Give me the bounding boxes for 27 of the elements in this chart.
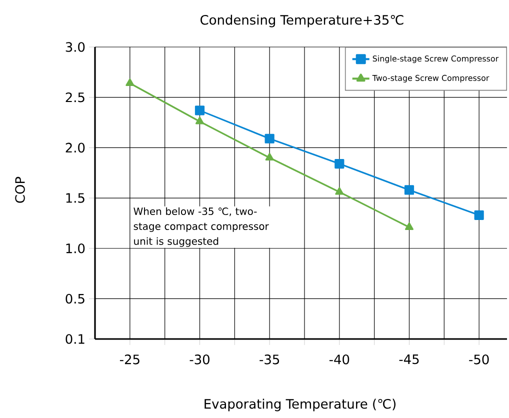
point [404,222,414,230]
x-axis-title: Evaporating Temperature (℃) [204,398,396,412]
x-tick-label: -45 [399,354,419,364]
point [194,106,205,116]
y-tick-label: 0.5 [66,294,84,304]
point [265,152,274,161]
annotation: When below -35 ℃, two-stage compact compressor unit is suggested [134,207,269,247]
x-tick-label: -35 [260,354,280,364]
y-tick-label: 2.0 [66,142,85,153]
y-tick-label: 1.5 [66,193,84,203]
x-tick-label: -50 [469,354,489,364]
point [474,210,484,220]
point [404,185,414,195]
x-tick-label: -40 [329,354,350,364]
y-tick-label: 0.1 [66,334,84,344]
y-tick-label: 3.0 [66,42,85,52]
y-tick-label: 2.5 [66,92,84,102]
point [264,134,274,144]
x-tick-label: -30 [190,354,210,364]
point [126,78,134,86]
point [334,159,344,169]
point [335,187,344,195]
y-tick-label: 1.0 [66,243,85,254]
x-tick-label: -25 [120,354,140,364]
chart-title: Condensing Temperature+35℃ [200,14,404,28]
y-axis-title: COP [15,176,25,203]
point [195,116,204,124]
